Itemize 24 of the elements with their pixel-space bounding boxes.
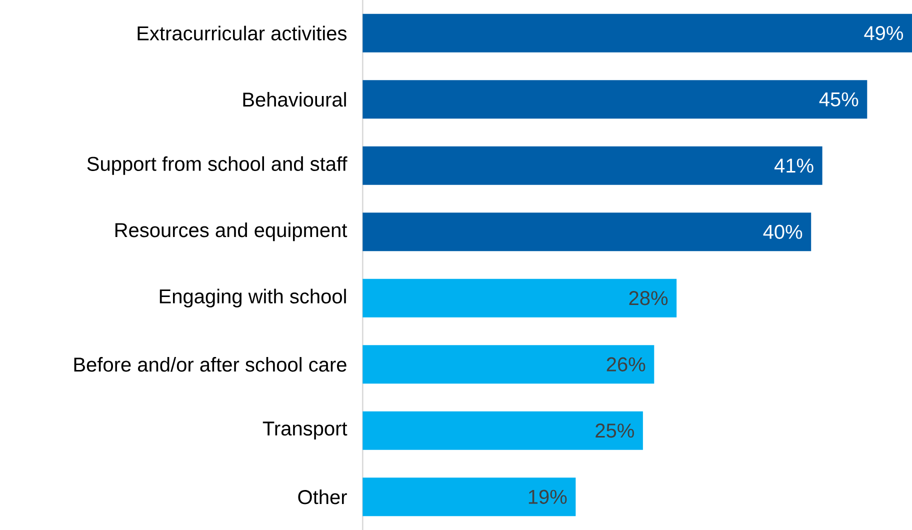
data-label: 25% [596, 424, 634, 438]
y-tick-label: Engaging with school [160, 288, 346, 308]
bar [362, 345, 654, 384]
bar [362, 212, 812, 252]
y-tick-label: Extracurricular activities [138, 26, 347, 40]
y-tick-label: Support from school and staff [87, 156, 348, 175]
data-label: 49% [864, 26, 904, 40]
data-label: 19% [528, 490, 567, 504]
bar [362, 146, 822, 185]
data-label: 26% [606, 357, 646, 372]
bar [362, 80, 868, 119]
y-tick-label: Resources and equipment [115, 222, 348, 242]
bar [362, 478, 576, 516]
data-label: 40% [763, 224, 802, 239]
data-label: 28% [629, 291, 668, 306]
bar [362, 411, 643, 450]
bar [362, 278, 677, 318]
y-tick-label: Other [298, 490, 347, 504]
data-label: 45% [819, 92, 858, 106]
y-tick-label: Transport [262, 422, 348, 440]
y-tick-label: Before and/or after school care [74, 357, 346, 372]
y-tick-label: Behavioural [243, 92, 346, 107]
bar [362, 14, 912, 52]
data-label: 41% [774, 158, 814, 173]
